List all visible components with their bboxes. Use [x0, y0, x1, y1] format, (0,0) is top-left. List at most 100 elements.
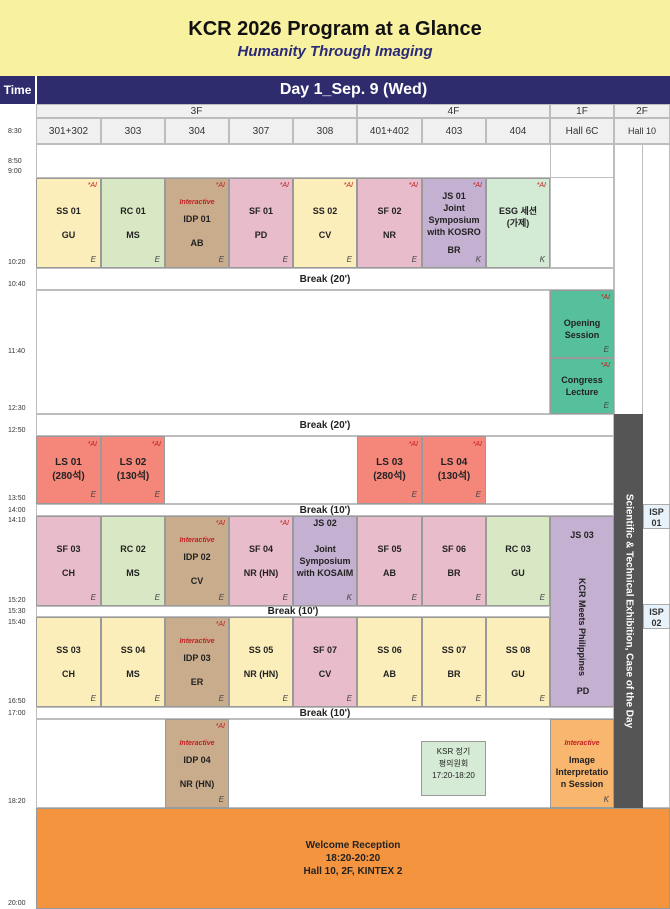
session-subspecialty: GU: [511, 669, 525, 679]
room-hall-10: Hall 10: [614, 118, 670, 144]
page-subtitle: Humanity Through Imaging: [237, 43, 433, 60]
language-tag: E: [282, 593, 288, 602]
session-sf04[interactable]: *AI SF 04 NR (HN) E: [229, 516, 293, 606]
session-title-line: Symposium: [299, 556, 351, 566]
session-ss02[interactable]: *AI SS 02 CV E: [293, 178, 357, 268]
session-subspecialty: MS: [126, 669, 140, 679]
session-title-line: with KOSRO: [427, 227, 481, 237]
ai-tag: *AI: [279, 182, 289, 189]
day-header: Day 1_Sep. 9 (Wed): [37, 76, 670, 104]
session-code: IDP 03: [183, 653, 211, 663]
session-idp01[interactable]: *AI Interactive IDP 01 AB E: [165, 178, 229, 268]
language-tag: K: [346, 593, 352, 602]
language-tag: E: [411, 694, 417, 703]
interactive-tag: Interactive: [179, 739, 215, 747]
session-code: IDP 02: [183, 552, 211, 562]
session-sf07[interactable]: SF 07 CV E: [293, 617, 357, 707]
room-403: 403: [422, 118, 486, 144]
session-sf05[interactable]: SF 05 AB E: [357, 516, 422, 606]
session-ss06[interactable]: SS 06 AB E: [357, 617, 422, 707]
isp-number: 02: [651, 618, 662, 628]
welcome-title: Welcome Reception: [305, 840, 401, 851]
session-rc01[interactable]: RC 01 MS E: [101, 178, 165, 268]
time-label: 12:50: [8, 427, 26, 434]
ai-tag: *AI: [279, 520, 289, 527]
session-title-line: Interpretatio: [555, 766, 609, 777]
language-tag: E: [154, 255, 160, 264]
session-code: ESG 세션: [498, 206, 538, 216]
time-label: 14:10: [8, 517, 26, 524]
session-title-line: (가제): [506, 218, 530, 228]
room-404: 404: [486, 118, 550, 144]
session-sf02[interactable]: *AI SF 02 NR E: [357, 178, 422, 268]
language-tag: K: [475, 255, 481, 264]
session-js01[interactable]: *AI JS 01 Joint Symposium with KOSRO BR …: [422, 178, 486, 268]
session-ls03[interactable]: *AI LS 03 (280석) E: [357, 436, 422, 504]
session-sf01[interactable]: *AI SF 01 PD E: [229, 178, 293, 268]
interactive-tag: Interactive: [179, 199, 215, 206]
session-idp03[interactable]: *AI Interactive IDP 03 ER E: [165, 617, 229, 707]
time-label: 10:40: [8, 281, 26, 288]
session-image-interpretation[interactable]: Interactive Image Interpretatio n Sessio…: [550, 719, 614, 808]
language-tag: E: [475, 694, 481, 703]
session-ls01[interactable]: *AI LS 01 (280석) E: [36, 436, 101, 504]
session-code: LS 04: [440, 457, 468, 468]
floor-2f: 2F: [614, 104, 670, 118]
interactive-tag: Interactive: [179, 638, 215, 645]
session-title-line: Joint: [314, 544, 336, 554]
time-label: 12:30: [8, 405, 26, 412]
session-sf03[interactable]: SF 03 CH E: [36, 516, 101, 606]
break-row: Break (10'): [36, 606, 550, 617]
language-tag: E: [411, 490, 417, 499]
room-401-402: 401+402: [357, 118, 422, 144]
scientific-exhibition[interactable]: Scientific & Technical Exhibition, Case …: [614, 414, 643, 808]
session-subspecialty: NR: [383, 230, 396, 240]
isp-01[interactable]: ISP 01: [643, 504, 670, 529]
session-code: LS 02: [119, 457, 147, 468]
session-rc03[interactable]: RC 03 GU E: [486, 516, 550, 606]
session-ss07[interactable]: SS 07 BR E: [422, 617, 486, 707]
break-row: Break (10'): [36, 707, 614, 719]
session-ls04[interactable]: *AI LS 04 (130석) E: [422, 436, 486, 504]
session-js03[interactable]: JS 03 KCR Meets Philippines PD: [550, 516, 614, 707]
session-idp04[interactable]: *AI Interactive IDP 04 NR (HN) E: [165, 719, 229, 808]
session-esg[interactable]: *AI ESG 세션 (가제) K: [486, 178, 550, 268]
welcome-reception[interactable]: Welcome Reception 18:20-20:20 Hall 10, 2…: [36, 808, 670, 909]
grid-evening-row: [36, 719, 614, 808]
session-subspecialty: CV: [318, 669, 332, 679]
session-ss03[interactable]: SS 03 CH E: [36, 617, 101, 707]
session-rc02[interactable]: RC 02 MS E: [101, 516, 165, 606]
isp-02[interactable]: ISP 02: [643, 604, 670, 629]
grid-empty-midday: [36, 290, 550, 414]
time-label: 15:30: [8, 608, 26, 615]
language-tag: E: [282, 694, 288, 703]
language-tag: E: [154, 490, 160, 499]
floor-1f: 1F: [550, 104, 614, 118]
session-subspecialty: PD: [576, 686, 590, 696]
session-subspecialty: AB: [383, 568, 396, 578]
session-opening[interactable]: *AI Opening Session E: [550, 290, 614, 358]
time-label: 10:20: [8, 259, 26, 266]
session-ss04[interactable]: SS 04 MS E: [101, 617, 165, 707]
language-tag: E: [90, 593, 96, 602]
language-tag: E: [475, 593, 481, 602]
session-ls02[interactable]: *AI LS 02 (130석) E: [101, 436, 165, 504]
session-js02[interactable]: JS 02 Joint Symposium with KOSAIM K: [293, 516, 357, 606]
language-tag: E: [90, 255, 96, 264]
session-sf06[interactable]: SF 06 BR E: [422, 516, 486, 606]
session-ss05[interactable]: SS 05 NR (HN) E: [229, 617, 293, 707]
ksr-meeting[interactable]: KSR 정기 평의원회 17:20-18:20: [421, 741, 486, 796]
session-congress-lecture[interactable]: *AI Congress Lecture E: [550, 358, 614, 414]
session-code: SS 03: [56, 645, 81, 655]
ai-tag: *AI: [472, 182, 482, 189]
room-hall-6c: Hall 6C: [550, 118, 614, 144]
language-tag: E: [154, 593, 160, 602]
time-label: 16:50: [8, 698, 26, 705]
session-ss08[interactable]: SS 08 GU E: [486, 617, 550, 707]
session-subspecialty: PD: [254, 230, 268, 240]
session-idp02[interactable]: *AI Interactive IDP 02 CV E: [165, 516, 229, 606]
ai-tag: *AI: [343, 182, 353, 189]
welcome-location: Hall 10, 2F, KINTEX 2: [303, 866, 403, 877]
session-ss01[interactable]: *AI SS 01 GU E: [36, 178, 101, 268]
session-seats: (130석): [116, 471, 150, 482]
